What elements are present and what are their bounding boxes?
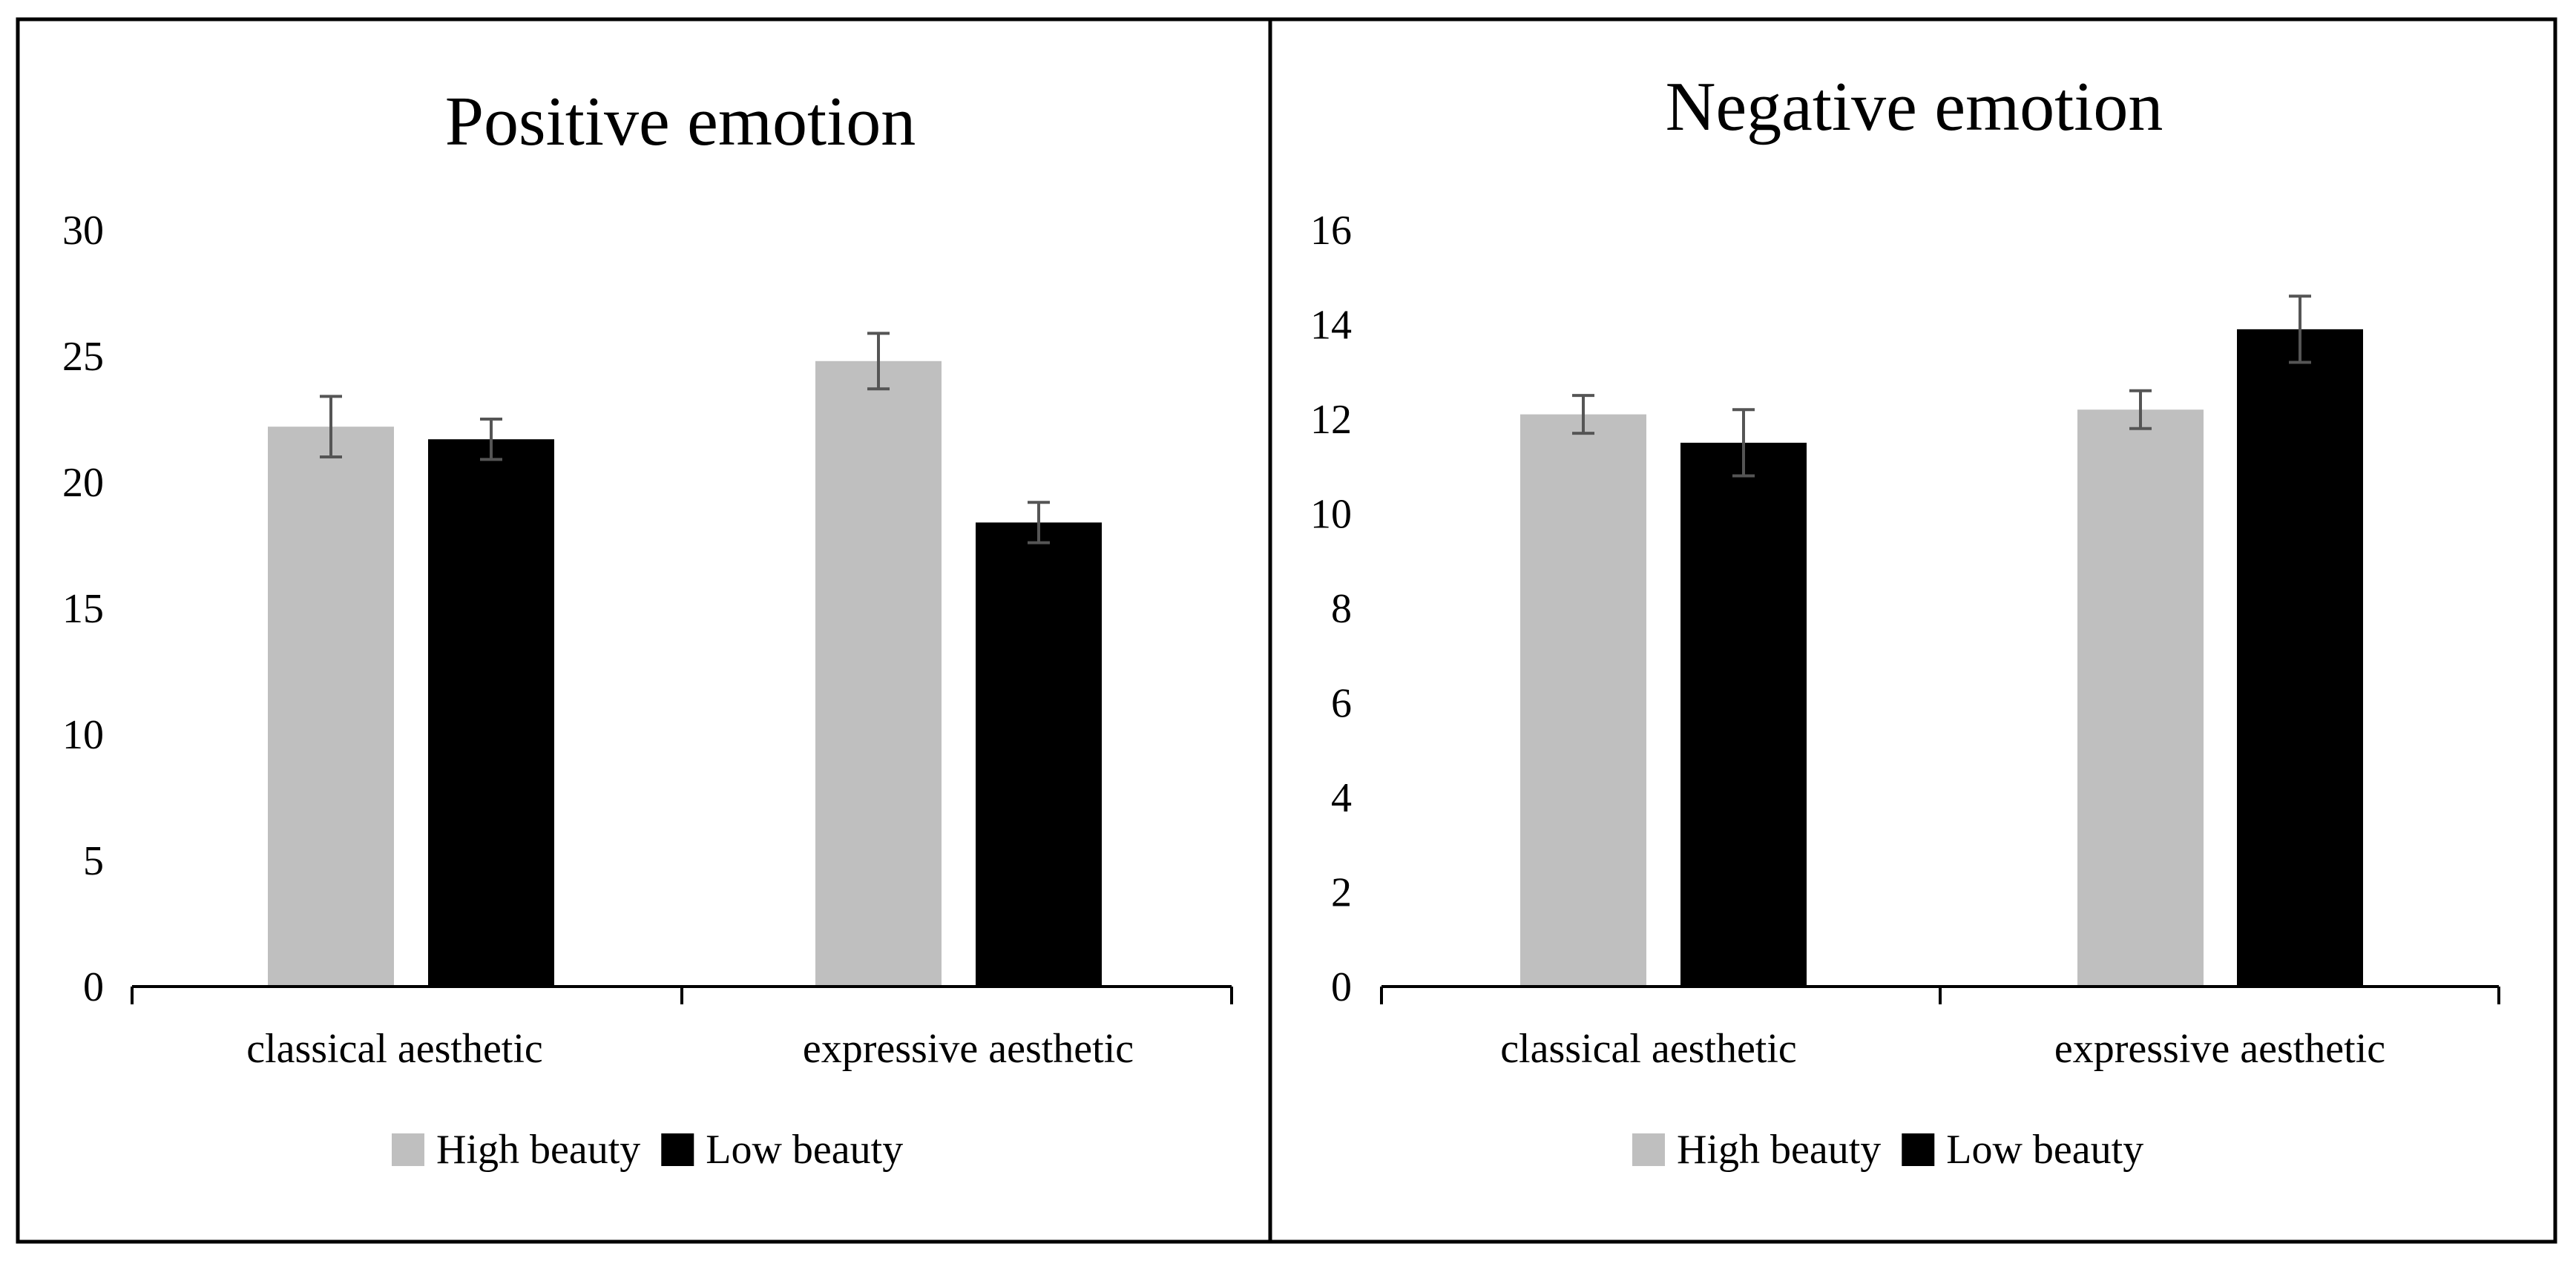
y-tick-label: 30 [62,208,104,254]
bar-high-beauty [268,427,394,987]
y-tick-label: 20 [62,460,104,506]
x-axis: classical aesthetic expressive aesthetic [131,985,1233,1072]
chart-title: Positive emotion [445,83,916,160]
bar-high-beauty [2077,409,2204,987]
error-bar [867,332,890,391]
legend-swatch [392,1133,424,1166]
figure-frame [16,17,2557,1244]
error-bar [1028,501,1050,544]
error-bar [480,418,502,461]
y-tick-label: 10 [1310,492,1352,538]
x-axis: classical aesthetic expressive aesthetic [1380,985,2500,1072]
error-bar [2129,389,2152,430]
x-tick-label: classical aesthetic [1500,1026,1797,1072]
y-tick-label: 4 [1331,775,1352,821]
y-tick-label: 8 [1331,586,1352,632]
y-tick-label: 5 [83,838,104,884]
y-tick-label: 6 [1331,681,1352,727]
error-bar [320,395,342,458]
error-bar [2289,294,2311,364]
chart-title: Negative emotion [1666,68,2163,145]
y-tick-label: 10 [62,712,104,758]
error-bar [1572,394,1594,435]
bar-low-beauty [1680,442,1807,987]
legend: High beauty Low beauty [392,1127,903,1173]
legend-label: High beauty [436,1127,640,1173]
bar-low-beauty [428,439,554,987]
y-tick-label: 2 [1331,870,1352,916]
y-tick-label: 12 [1310,397,1352,443]
chart-panel-positive-emotion: Positive emotion 0 5 10 15 20 25 30 classical … [62,83,1233,1173]
bar-high-beauty [815,360,942,987]
y-tick-label: 0 [83,964,104,1010]
legend-swatch [1902,1133,1935,1166]
legend-label: Low beauty [706,1127,903,1173]
y-axis: 0 5 10 15 20 25 30 [62,208,104,1010]
legend-label: Low beauty [1946,1127,2143,1173]
y-axis: 0 2 4 6 8 10 12 14 16 [1310,208,1352,1010]
bar-low-beauty [976,522,1102,987]
bars [268,360,1102,987]
y-tick-label: 15 [62,586,104,632]
error-bars [320,332,1050,544]
error-bar [1732,408,1755,478]
legend-label: High beauty [1677,1127,1881,1173]
legend-swatch [1632,1133,1665,1166]
y-tick-label: 16 [1310,208,1352,254]
bar-low-beauty [2237,329,2363,987]
x-tick-label: classical aesthetic [246,1026,543,1072]
y-tick-label: 25 [62,334,104,380]
x-tick-label: expressive aesthetic [2054,1026,2385,1072]
legend-swatch [661,1133,694,1166]
x-tick-label: expressive aesthetic [803,1026,1134,1072]
legend: High beauty Low beauty [1632,1127,2143,1173]
bars [1520,329,2363,987]
y-tick-label: 0 [1331,964,1352,1010]
y-tick-label: 14 [1310,303,1352,349]
error-bars [1572,294,2311,478]
chart-panel-negative-emotion: Negative emotion 0 2 4 6 8 10 12 14 16 classical… [1310,68,2500,1173]
bar-high-beauty [1520,414,1646,987]
